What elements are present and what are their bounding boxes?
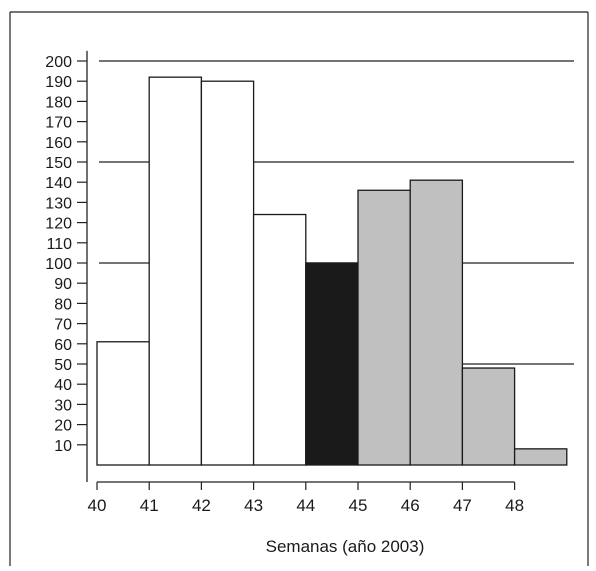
x-tick-label-48: 48 <box>505 496 524 515</box>
y-tick-label-10: 10 <box>54 438 72 455</box>
y-tick-label-120: 120 <box>45 216 72 233</box>
x-tick-label-40: 40 <box>88 496 107 515</box>
bar-0 <box>96 341 150 466</box>
x-tick-label-43: 43 <box>244 496 263 515</box>
x-tick-label-42: 42 <box>192 496 211 515</box>
y-tick-label-150: 150 <box>45 155 72 172</box>
y-axis: 10 20 30 40 50 60 70 80 90 100 110 120 130 140 150 160 1… <box>45 50 88 482</box>
y-tick-label-170: 170 <box>45 115 72 132</box>
y-tick-label-20: 20 <box>54 418 72 435</box>
x-tick-label-41: 41 <box>140 496 159 515</box>
y-tick-label-100: 100 <box>45 256 72 273</box>
x-axis-label: Semanas (año 2003) <box>266 537 425 556</box>
bar-1 <box>148 76 203 466</box>
x-tick-label-46: 46 <box>401 496 420 515</box>
y-tick-label-70: 70 <box>54 317 72 334</box>
bar-7 <box>461 367 516 466</box>
y-tick-label-110: 110 <box>46 236 72 253</box>
y-tick-label-80: 80 <box>54 296 72 313</box>
x-tick-label-45: 45 <box>349 496 368 515</box>
x-axis: 40 41 42 43 44 45 46 47 48 <box>88 481 524 515</box>
bar-5 <box>357 189 411 466</box>
bar-2 <box>200 80 255 466</box>
y-tick-label-30: 30 <box>54 397 72 414</box>
y-tick-label-40: 40 <box>54 377 72 394</box>
bars <box>96 76 568 466</box>
bar-3 <box>252 213 307 466</box>
x-tick-label-44: 44 <box>296 496 315 515</box>
bar-8 <box>513 448 568 466</box>
bar-6 <box>409 179 464 466</box>
y-tick-label-60: 60 <box>54 337 72 354</box>
x-tick-label-47: 47 <box>453 496 472 515</box>
y-tick-label-200: 200 <box>45 54 72 71</box>
y-tick-label-180: 180 <box>45 94 72 111</box>
y-tick-label-130: 130 <box>45 195 72 212</box>
bar-4 <box>305 262 359 466</box>
y-tick-label-190: 190 <box>45 74 72 91</box>
y-tick-label-50: 50 <box>54 357 72 374</box>
y-tick-label-160: 160 <box>45 135 72 152</box>
y-tick-label-90: 90 <box>54 276 72 293</box>
y-tick-label-140: 140 <box>45 175 72 192</box>
